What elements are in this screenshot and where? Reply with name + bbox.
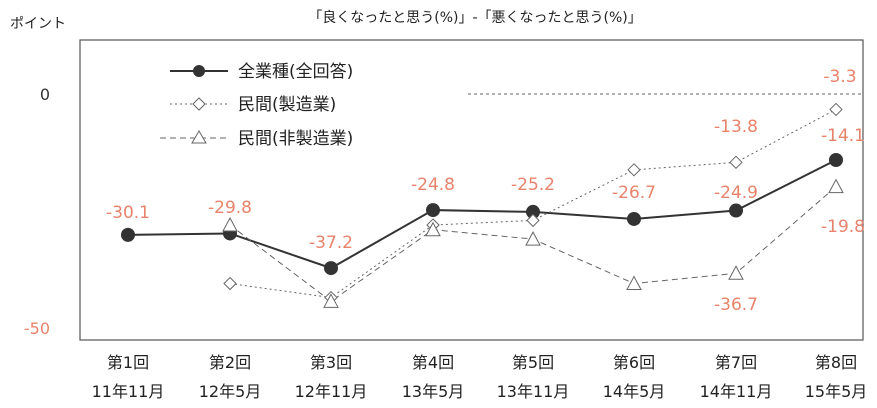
data-point	[526, 213, 540, 228]
y-tick-label: 0	[40, 85, 50, 104]
y-axis-label: ポイント	[10, 16, 66, 32]
legend-item-manufacturing: 民間(製造業)	[170, 95, 336, 115]
x-tick-label-date: 14年11月	[700, 382, 773, 401]
legend-label-all: 全業種(全回答)	[238, 62, 353, 82]
series-group	[121, 102, 844, 308]
x-tick-label: 第2回	[209, 353, 251, 372]
data-point	[525, 231, 541, 246]
y-ticks: 0 -50	[24, 85, 50, 338]
x-tick-label-date: 13年11月	[497, 382, 570, 401]
data-point	[121, 227, 135, 242]
data-point	[829, 152, 843, 167]
data-label: -25.2	[511, 175, 555, 195]
data-point	[828, 178, 844, 194]
x-tick-label-date: 12年5月	[199, 382, 262, 401]
x-tick-label-date: 11年11月	[92, 382, 165, 401]
data-point	[626, 275, 642, 291]
data-point	[829, 102, 843, 117]
data-labels: -30.1 -29.8 -37.2 -24.8 -25.2 -26.7 -24.9 -14.1…	[106, 67, 865, 315]
data-label: -37.2	[309, 233, 353, 253]
data-label: -24.9	[714, 183, 758, 203]
x-tick-label: 第8回	[815, 353, 857, 372]
data-label: -13.8	[714, 117, 758, 137]
data-point	[222, 216, 238, 232]
x-tick-label-date: 14年5月	[603, 382, 666, 401]
data-point	[729, 203, 743, 218]
x-tick-label: 第6回	[613, 353, 655, 372]
data-point	[425, 221, 441, 237]
data-point	[728, 265, 744, 280]
chart-title: 「良くなったと思う(%)」-「悪くなったと思う(%)」	[308, 10, 642, 26]
legend-item-non-manufacturing: 民間(非製造業)	[160, 129, 353, 149]
plot-frame	[79, 39, 864, 341]
data-point	[526, 204, 540, 219]
data-label: -30.1	[106, 203, 150, 223]
data-point	[729, 155, 743, 170]
data-point	[223, 276, 237, 291]
data-label: -19.8	[821, 217, 865, 237]
data-point	[627, 163, 641, 177]
data-point	[323, 293, 339, 308]
data-point	[627, 211, 641, 226]
x-tick-label: 第4回	[412, 353, 454, 372]
data-point	[426, 203, 440, 218]
data-label: -24.8	[411, 175, 455, 195]
legend-label-manufacturing: 民間(製造業)	[238, 95, 336, 115]
x-tick-label-date: 15年5月	[805, 382, 868, 401]
data-label: -36.7	[714, 295, 758, 315]
x-ticks: 第1回 11年11月 第2回 12年5月 第3回 12年11月 第4回 13年5月 第5回 13年…	[92, 353, 868, 401]
data-label: -14.1	[821, 126, 865, 146]
legend-marker-circle	[193, 65, 205, 77]
legend-label-non-manufacturing: 民間(非製造業)	[238, 129, 353, 149]
legend: 全業種(全回答) 民間(製造業) 民間(非製造業)	[160, 62, 353, 149]
data-point	[324, 261, 338, 276]
y-tick-label: -50	[24, 319, 50, 338]
data-label: -29.8	[208, 198, 252, 218]
x-tick-label: 第7回	[715, 353, 757, 372]
data-label: -3.3	[823, 67, 856, 87]
x-tick-label-date: 12年11月	[295, 382, 368, 401]
x-tick-label: 第3回	[310, 353, 352, 372]
legend-marker-diamond	[192, 97, 206, 111]
x-tick-label: 第5回	[512, 353, 554, 372]
legend-item-all-industries: 全業種(全回答)	[170, 62, 353, 82]
data-label: -26.7	[612, 183, 656, 203]
legend-marker-triangle	[191, 130, 207, 144]
series-line	[127, 159, 837, 270]
x-tick-label: 第1回	[107, 353, 149, 372]
x-tick-label-date: 13年5月	[402, 382, 465, 401]
